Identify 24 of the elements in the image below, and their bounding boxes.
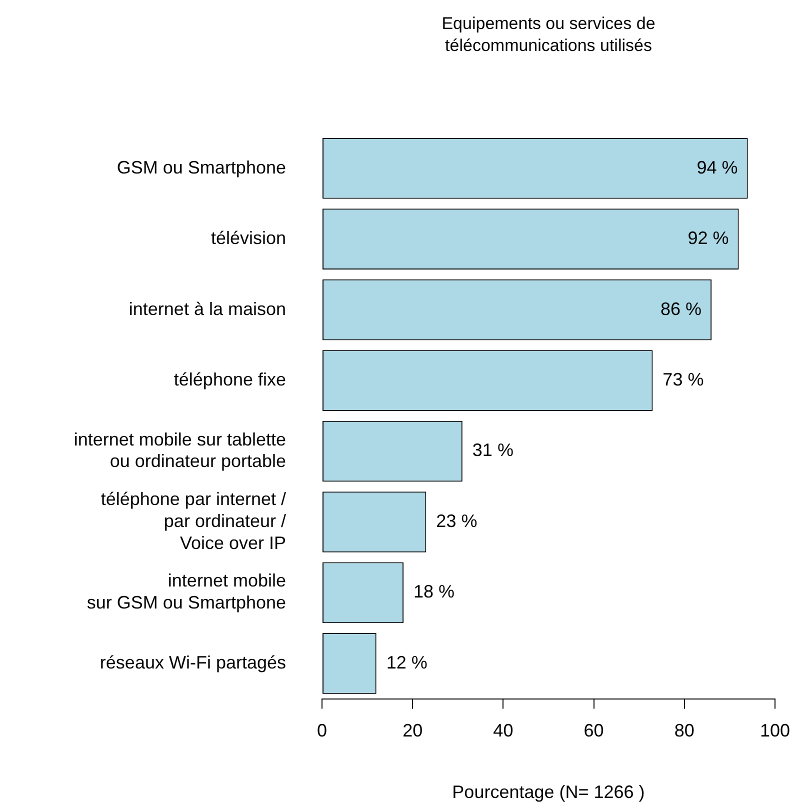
- data-label: 94 %: [696, 157, 738, 178]
- data-label: 23 %: [436, 510, 478, 531]
- x-tick-label: 80: [674, 720, 694, 741]
- y-tick-label: internet mobile sur tablette ou ordinateur portable: [74, 429, 286, 472]
- data-label: 73 %: [662, 370, 704, 390]
- y-tick-label: téléphone fixe: [174, 370, 286, 390]
- x-tick-label: 40: [493, 720, 514, 741]
- y-tick-label: réseaux Wi-Fi partagés: [100, 652, 286, 672]
- x-tick-label: 20: [402, 720, 423, 741]
- y-tick-label: internet à la maison: [128, 298, 286, 319]
- data-label: 31 %: [472, 440, 514, 460]
- y-tick-label: internet mobile sur GSM ou Smartphone: [86, 570, 286, 613]
- y-tick-label: télévision: [210, 228, 286, 248]
- data-label: 86 %: [660, 298, 702, 319]
- data-label: 92 %: [688, 228, 729, 248]
- x-tick-label: 0: [316, 720, 328, 741]
- chart-title: Equipements ou services de télécommunications utilisés: [442, 14, 656, 55]
- data-label: 12 %: [386, 652, 428, 672]
- y-tick-label: GSM ou Smartphone: [116, 157, 286, 178]
- x-tick-label: 100: [760, 720, 790, 741]
- y-tick-label: téléphone par internet / par ordinateur / Voice over IP: [100, 488, 286, 553]
- x-tick-label: 60: [584, 720, 604, 741]
- x-axis-title: Pourcentage (N= 1266 ): [452, 782, 645, 802]
- data-label: 18 %: [414, 582, 455, 602]
